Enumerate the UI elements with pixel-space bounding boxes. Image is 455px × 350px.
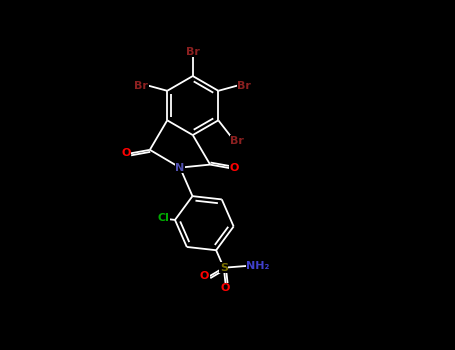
Text: Cl: Cl [158,213,170,223]
Text: O: O [200,271,209,281]
Text: N: N [175,163,185,173]
Text: S: S [220,263,228,273]
Text: Br: Br [134,80,148,91]
Text: Br: Br [238,80,251,91]
Text: NH₂: NH₂ [246,261,270,271]
Text: O: O [221,284,230,293]
Text: Br: Br [186,47,200,57]
Text: Cl: Cl [158,213,170,223]
Text: Br: Br [231,136,244,146]
Text: O: O [229,163,238,173]
Text: O: O [121,148,131,158]
